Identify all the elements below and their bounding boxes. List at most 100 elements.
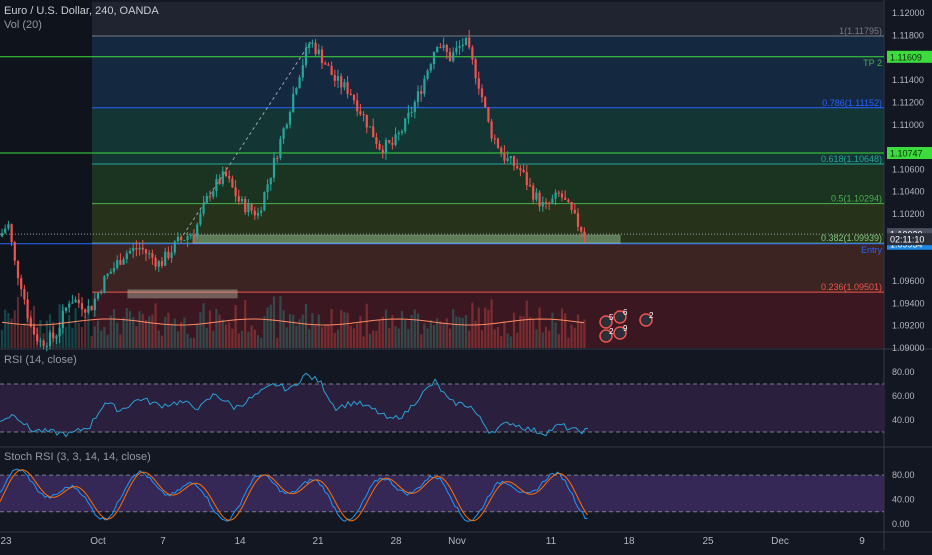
candle-body <box>317 49 320 55</box>
candle-body <box>381 149 384 153</box>
candle-body <box>365 114 368 128</box>
candle-body <box>109 271 112 274</box>
volume-bar <box>240 330 244 348</box>
candle-body <box>112 267 116 272</box>
fib-zone-band <box>92 243 884 293</box>
volume-bar <box>173 318 176 348</box>
candle-body <box>196 224 199 237</box>
volume-bar <box>356 323 359 348</box>
symbol-title[interactable]: Euro / U.S. Dollar, 240, OANDA <box>4 5 159 17</box>
volume-bar <box>103 326 106 348</box>
candle-body <box>192 234 196 237</box>
candle-body <box>205 196 208 204</box>
candle-body <box>176 236 180 242</box>
candle-body <box>180 236 183 241</box>
support-zone <box>192 234 621 244</box>
volume-bar <box>541 332 544 348</box>
volume-bar <box>125 308 128 348</box>
candle-body <box>29 318 32 327</box>
volume-bar <box>282 310 285 348</box>
candle-body <box>282 128 285 139</box>
candle-body <box>423 78 426 94</box>
candle-body <box>429 64 432 71</box>
candle-body <box>13 242 16 261</box>
fib-level-label: 0.382(1.09939) <box>821 233 882 243</box>
candle-body <box>119 260 122 265</box>
volume-bar <box>301 314 304 348</box>
volume-bar <box>532 318 535 348</box>
volume-bar <box>272 296 276 348</box>
volume-bar <box>423 323 426 348</box>
candle-body <box>231 178 234 188</box>
volume-bar <box>154 303 157 348</box>
candle-body <box>212 191 215 197</box>
stoch-d-line <box>0 469 588 522</box>
volume-bar <box>128 311 132 348</box>
candle-body <box>234 187 237 197</box>
candle-body <box>551 198 554 204</box>
volume-indicator-label[interactable]: Vol (20) <box>4 19 42 31</box>
volume-bar <box>138 311 141 348</box>
candle-body <box>349 93 352 95</box>
candle-body <box>311 42 314 44</box>
candle-body <box>554 192 557 199</box>
volume-bar <box>506 333 509 348</box>
volume-bar <box>285 327 288 348</box>
candle-body <box>276 157 279 159</box>
volume-bar <box>564 313 567 348</box>
volume-bar <box>512 312 516 348</box>
price-badge-label: 1.11609 <box>890 52 922 62</box>
volume-bar <box>288 313 292 348</box>
candle-body <box>288 112 292 125</box>
candle-body <box>228 176 231 179</box>
candle-body <box>471 47 474 60</box>
candle-body <box>68 303 71 308</box>
candle-body <box>461 44 464 47</box>
volume-bar <box>439 321 442 348</box>
volume-bar <box>269 304 272 348</box>
volume-bar <box>292 314 295 348</box>
stoch-rsi-indicator-label[interactable]: Stoch RSI (3, 3, 14, 14, close) <box>4 451 151 463</box>
candle-body <box>336 76 340 81</box>
volume-bar <box>407 329 410 348</box>
candle-body <box>215 178 218 192</box>
stoch-k-line <box>0 468 588 522</box>
candle-body <box>253 210 256 216</box>
rsi-tick-label: 80.00 <box>892 367 915 377</box>
volume-bar <box>413 309 416 348</box>
candle-body <box>340 76 343 88</box>
candle-body <box>224 171 228 177</box>
volume-bar <box>87 309 90 348</box>
rsi-indicator-label[interactable]: RSI (14, close) <box>4 354 77 366</box>
price-tick-label: 1.10600 <box>892 164 925 174</box>
candle-body <box>426 70 429 79</box>
candle-body <box>132 247 135 251</box>
candle-body <box>394 134 397 145</box>
candle-body <box>61 310 64 328</box>
volume-bar <box>228 322 231 348</box>
price-tick-label: 1.12000 <box>892 8 925 18</box>
volume-bar <box>333 332 336 348</box>
volume-bar <box>324 325 327 348</box>
volume-bar <box>538 307 541 348</box>
volume-bar <box>167 312 170 348</box>
candle-body <box>263 192 266 211</box>
candle-body <box>167 251 170 259</box>
volume-bar <box>186 333 189 348</box>
candle-body <box>189 234 192 237</box>
candle-body <box>52 332 55 339</box>
time-tick-label: Dec <box>771 536 789 547</box>
volume-bar <box>7 313 10 348</box>
price-tick-label: 1.09200 <box>892 321 925 331</box>
candle-body <box>541 202 544 207</box>
candle-body <box>410 112 413 114</box>
candle-body <box>55 336 58 339</box>
price-badge <box>887 50 932 63</box>
volume-bar <box>39 320 42 348</box>
volume-bar <box>432 325 436 348</box>
volume-bar <box>436 318 439 348</box>
volume-bar <box>192 337 196 348</box>
price-badge <box>887 233 932 246</box>
